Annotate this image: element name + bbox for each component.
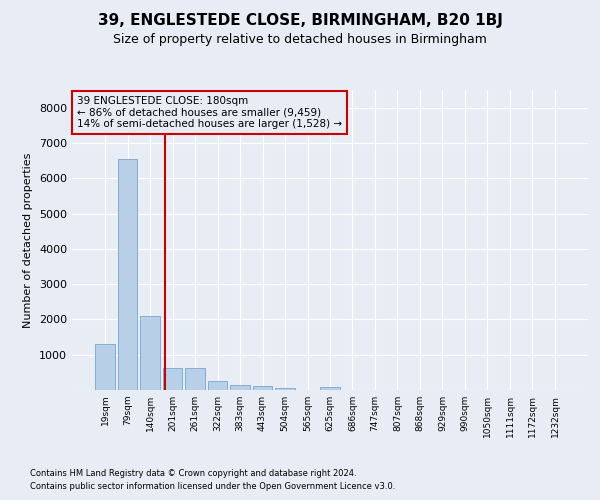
Bar bbox=[320, 387, 340, 390]
Bar bbox=[253, 386, 272, 390]
Bar bbox=[208, 381, 227, 390]
Text: 39 ENGLESTEDE CLOSE: 180sqm
← 86% of detached houses are smaller (9,459)
14% of : 39 ENGLESTEDE CLOSE: 180sqm ← 86% of det… bbox=[77, 96, 342, 129]
Bar bbox=[118, 159, 137, 390]
Bar bbox=[140, 316, 160, 390]
Text: Contains public sector information licensed under the Open Government Licence v3: Contains public sector information licen… bbox=[30, 482, 395, 491]
Y-axis label: Number of detached properties: Number of detached properties bbox=[23, 152, 34, 328]
Text: Size of property relative to detached houses in Birmingham: Size of property relative to detached ho… bbox=[113, 32, 487, 46]
Text: Contains HM Land Registry data © Crown copyright and database right 2024.: Contains HM Land Registry data © Crown c… bbox=[30, 468, 356, 477]
Bar bbox=[230, 386, 250, 390]
Bar bbox=[163, 368, 182, 390]
Bar bbox=[275, 388, 295, 390]
Bar bbox=[95, 344, 115, 390]
Bar bbox=[185, 368, 205, 390]
Text: 39, ENGLESTEDE CLOSE, BIRMINGHAM, B20 1BJ: 39, ENGLESTEDE CLOSE, BIRMINGHAM, B20 1B… bbox=[98, 12, 502, 28]
